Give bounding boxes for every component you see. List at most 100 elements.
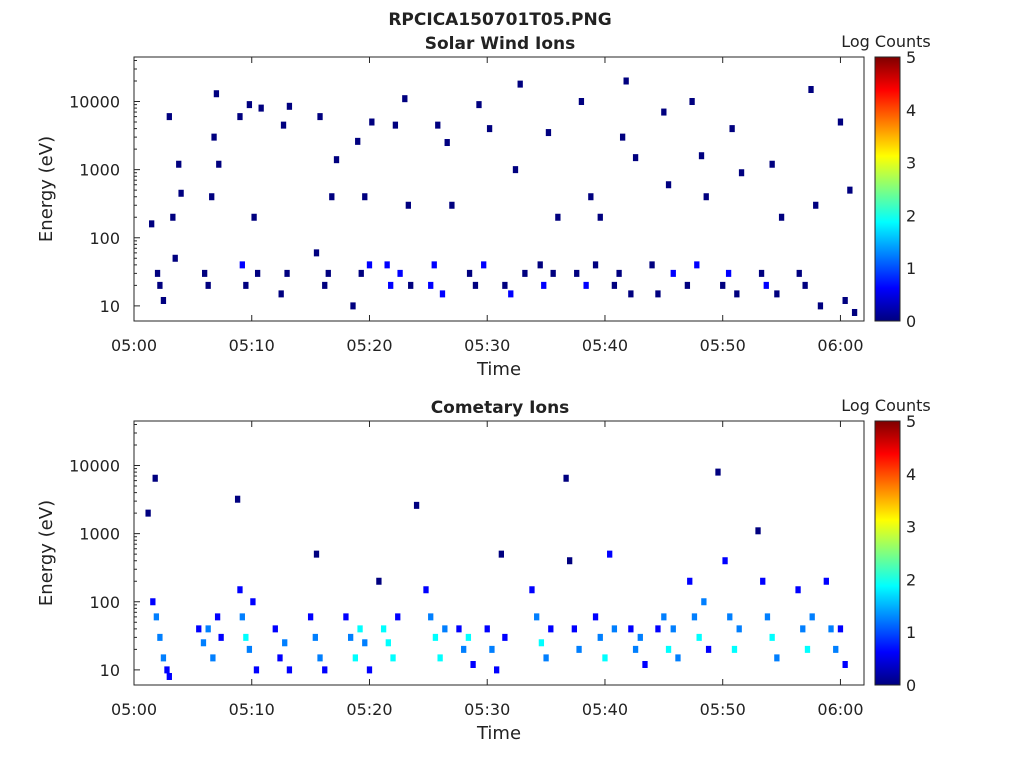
heatmap-cell bbox=[164, 666, 170, 674]
heatmap-cell bbox=[380, 625, 387, 633]
heatmap-cell bbox=[588, 193, 594, 201]
heatmap-cell bbox=[813, 201, 819, 209]
heatmap-cell bbox=[408, 281, 414, 289]
heatmap-cell bbox=[218, 633, 224, 641]
heatmap-cell bbox=[763, 281, 769, 289]
heatmap-cell bbox=[734, 290, 740, 298]
heatmap-cell bbox=[576, 645, 582, 653]
colorbar-tick-label: 4 bbox=[906, 101, 916, 120]
heatmap-cell bbox=[729, 125, 735, 133]
heatmap-cell bbox=[150, 598, 156, 606]
heatmap-cell bbox=[694, 261, 700, 269]
heatmap-cell bbox=[632, 645, 639, 653]
heatmap-cell bbox=[352, 654, 359, 662]
heatmap-cell bbox=[842, 296, 848, 304]
heatmap-cell bbox=[170, 213, 176, 221]
heatmap-cell bbox=[251, 213, 257, 221]
heatmap-cell bbox=[392, 121, 399, 129]
heatmap-cell bbox=[145, 509, 151, 517]
heatmap-cell bbox=[239, 613, 245, 621]
heatmap-cell bbox=[655, 625, 661, 633]
heatmap-cell bbox=[385, 639, 391, 647]
heatmap-cell bbox=[597, 213, 603, 221]
heatmap-cell bbox=[166, 672, 172, 680]
heatmap-cell bbox=[817, 302, 824, 310]
colorbar bbox=[874, 56, 901, 322]
heatmap-cell bbox=[597, 633, 603, 641]
heatmap-cell bbox=[755, 527, 761, 535]
heatmap-cell bbox=[166, 113, 172, 121]
heatmap-cell bbox=[684, 281, 691, 289]
heatmap-cell bbox=[456, 625, 462, 633]
heatmap-cell bbox=[313, 550, 320, 558]
heatmap-cell bbox=[214, 613, 221, 621]
heatmap-cell bbox=[847, 186, 853, 194]
heatmap-cell bbox=[200, 639, 207, 647]
colorbar bbox=[874, 420, 901, 686]
heatmap-cell bbox=[307, 613, 314, 621]
heatmap-cell bbox=[211, 133, 217, 141]
heatmap-cell bbox=[574, 269, 580, 277]
heatmap-cell bbox=[333, 156, 340, 164]
heatmap-cell bbox=[555, 213, 561, 221]
heatmap-cell bbox=[808, 86, 814, 94]
heatmap-cell bbox=[628, 290, 634, 298]
heatmap-cell bbox=[172, 254, 178, 262]
heatmap-cell bbox=[366, 261, 373, 269]
heatmap-cell bbox=[201, 269, 208, 277]
heatmap-cell bbox=[286, 102, 293, 110]
heatmap-cell bbox=[655, 290, 661, 298]
heatmap-cell bbox=[795, 586, 801, 594]
heatmap-cell bbox=[670, 269, 676, 277]
colorbar-tick-label: 0 bbox=[906, 676, 916, 695]
heatmap-cell bbox=[701, 598, 707, 606]
solar-wind-panel: 05:00 05:10 05:20 05:30 05:40 05:50 06:0010100… bbox=[36, 32, 931, 380]
x-tick-label: 05:30 bbox=[464, 700, 510, 719]
heatmap-cell bbox=[205, 281, 211, 289]
heatmap-cell bbox=[705, 645, 712, 653]
heatmap-cell bbox=[312, 633, 318, 641]
colorbar-tick-label: 1 bbox=[906, 259, 916, 278]
heatmap-cell bbox=[578, 98, 585, 106]
heatmap-cell bbox=[322, 666, 328, 674]
heatmap-cell bbox=[284, 269, 290, 277]
heatmap-cell bbox=[802, 281, 808, 289]
heatmap-cell bbox=[529, 586, 535, 594]
heatmap-cell bbox=[722, 557, 728, 565]
heatmap-cell bbox=[428, 281, 434, 289]
heatmap-cell bbox=[649, 261, 655, 269]
heatmap-cell bbox=[563, 474, 569, 482]
axes-frame bbox=[133, 56, 865, 322]
heatmap-cell bbox=[665, 645, 672, 653]
heatmap-cell bbox=[405, 201, 411, 209]
heatmap-cell bbox=[246, 645, 253, 653]
heatmap-cell bbox=[642, 660, 648, 668]
heatmap-cell bbox=[154, 269, 161, 277]
heatmap-cell bbox=[461, 645, 467, 653]
heatmap-cell bbox=[470, 660, 476, 668]
heatmap-cell bbox=[317, 113, 323, 121]
heatmap-cell bbox=[258, 104, 264, 112]
heatmap-cell bbox=[736, 625, 742, 633]
heatmap-cell bbox=[439, 290, 446, 298]
x-tick-label: 05:20 bbox=[346, 700, 392, 719]
heatmap-cell bbox=[397, 269, 403, 277]
heatmap-cell bbox=[329, 193, 335, 201]
heatmap-cell bbox=[623, 77, 629, 85]
heatmap-cell bbox=[442, 625, 448, 633]
heatmap-cell bbox=[444, 139, 450, 147]
x-tick-label: 05:50 bbox=[700, 700, 746, 719]
heatmap-cell bbox=[286, 666, 293, 674]
colorbar-tick-label: 5 bbox=[906, 412, 916, 431]
heatmap-cell bbox=[661, 108, 667, 116]
heatmap-cell bbox=[152, 474, 158, 482]
heatmap-cell bbox=[413, 501, 420, 509]
y-tick-label: 100 bbox=[89, 229, 120, 248]
heatmap-cell bbox=[842, 660, 848, 668]
heatmap-cell bbox=[796, 269, 802, 277]
heatmap-cell bbox=[548, 625, 554, 633]
heatmap-cell bbox=[239, 261, 245, 269]
heatmap-cell bbox=[278, 290, 284, 298]
heatmap-cell bbox=[538, 639, 545, 647]
heatmap-cell bbox=[209, 193, 215, 201]
